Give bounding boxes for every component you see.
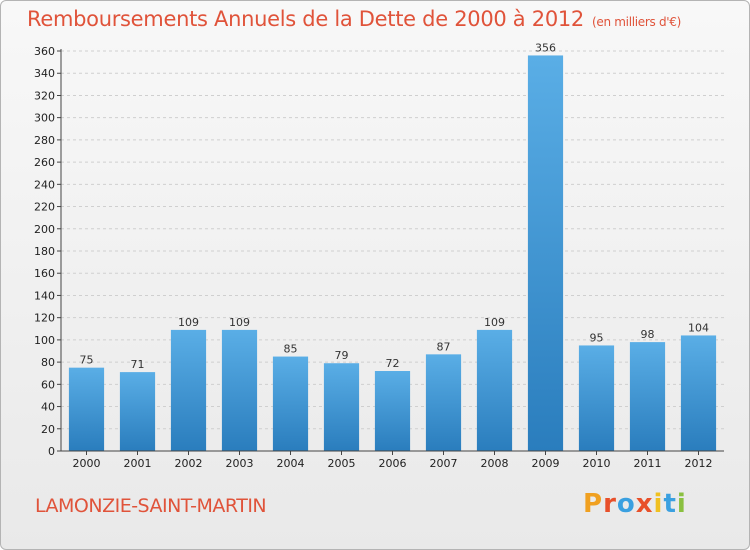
- y-tick-label: 160: [34, 267, 55, 280]
- x-tick-label-2011: 2011: [634, 457, 662, 470]
- bar-2010: [578, 345, 615, 451]
- logo-letter: P: [583, 489, 604, 519]
- x-tick-label-2004: 2004: [277, 457, 305, 470]
- y-tick-label: 320: [34, 89, 55, 102]
- y-tick-label: 140: [34, 289, 55, 302]
- data-label-2004: 85: [284, 343, 298, 356]
- logo-letter: r: [603, 489, 617, 519]
- x-tick-label-2002: 2002: [175, 457, 203, 470]
- data-label-2012: 104: [688, 321, 709, 334]
- x-tick-label-2012: 2012: [685, 457, 713, 470]
- data-label-2000: 75: [80, 354, 94, 367]
- y-tick-label: 220: [34, 201, 55, 214]
- proxiti-logo[interactable]: Proxiti: [583, 489, 687, 519]
- y-tick-label: 80: [41, 356, 55, 369]
- x-tick-label-2001: 2001: [124, 457, 152, 470]
- bar-2011: [629, 342, 666, 451]
- data-label-2009: 356: [535, 41, 556, 54]
- y-tick-label: 240: [34, 178, 55, 191]
- data-label-2010: 95: [590, 331, 604, 344]
- bar-2001: [119, 372, 156, 451]
- bar-2007: [425, 354, 462, 451]
- data-label-2005: 79: [335, 349, 349, 362]
- y-tick-label: 360: [34, 45, 55, 58]
- logo-letter: i: [653, 489, 664, 519]
- bar-2008: [476, 329, 513, 451]
- chart-title-block: Remboursements Annuels de la Dette de 20…: [27, 7, 681, 31]
- axes: 0 20 40 60 80 100 120 140 160 180 200 220 240 260 280 3…: [34, 45, 724, 470]
- y-tick-label: 180: [34, 245, 55, 258]
- logo-letter: i: [676, 489, 687, 519]
- y-tick-label: 260: [34, 156, 55, 169]
- data-label-2007: 87: [437, 340, 451, 353]
- data-label-2001: 71: [131, 358, 145, 371]
- y-tick-label: 20: [41, 423, 55, 436]
- x-tick-label-2006: 2006: [379, 457, 407, 470]
- y-tick-label: 300: [34, 112, 55, 125]
- y-tick-label: 120: [34, 312, 55, 325]
- logo-letter: t: [663, 489, 677, 519]
- y-tick-label: 40: [41, 401, 55, 414]
- bar-2006: [374, 371, 411, 451]
- data-label-2008: 109: [484, 316, 505, 329]
- bar-2004: [272, 356, 309, 451]
- y-tick-label: 100: [34, 334, 55, 347]
- data-label-2002: 109: [178, 316, 199, 329]
- x-tick-label-2009: 2009: [532, 457, 560, 470]
- bar-2003: [221, 329, 258, 451]
- chart-subtitle: (en milliers d'€): [592, 15, 682, 29]
- chart-title: Remboursements Annuels de la Dette de 20…: [27, 7, 584, 31]
- y-tick-label: 60: [41, 378, 55, 391]
- x-tick-label-2000: 2000: [73, 457, 101, 470]
- x-tick-label-2005: 2005: [328, 457, 356, 470]
- bar-2012: [680, 335, 717, 451]
- data-label-2006: 72: [386, 357, 400, 370]
- data-label-2011: 98: [641, 328, 655, 341]
- y-tick-label: 0: [48, 445, 55, 458]
- city-name: LAMONZIE-SAINT-MARTIN: [35, 495, 267, 517]
- y-tick-label: 200: [34, 223, 55, 236]
- x-tick-label-2010: 2010: [583, 457, 611, 470]
- x-tick-label-2008: 2008: [481, 457, 509, 470]
- bar-2009: [527, 55, 564, 451]
- logo-letter: o: [616, 489, 636, 519]
- y-tick-label: 280: [34, 134, 55, 147]
- bars: 75 71 109 109 85 79 72 87 109 356 95 98 104: [68, 41, 717, 451]
- x-tick-label-2003: 2003: [226, 457, 254, 470]
- bar-2005: [323, 363, 360, 451]
- x-tick-label-2007: 2007: [430, 457, 458, 470]
- logo-letter: x: [635, 489, 654, 519]
- y-tick-label: 340: [34, 67, 55, 80]
- bar-2000: [68, 367, 105, 451]
- bar-2002: [170, 329, 207, 451]
- data-label-2003: 109: [229, 316, 250, 329]
